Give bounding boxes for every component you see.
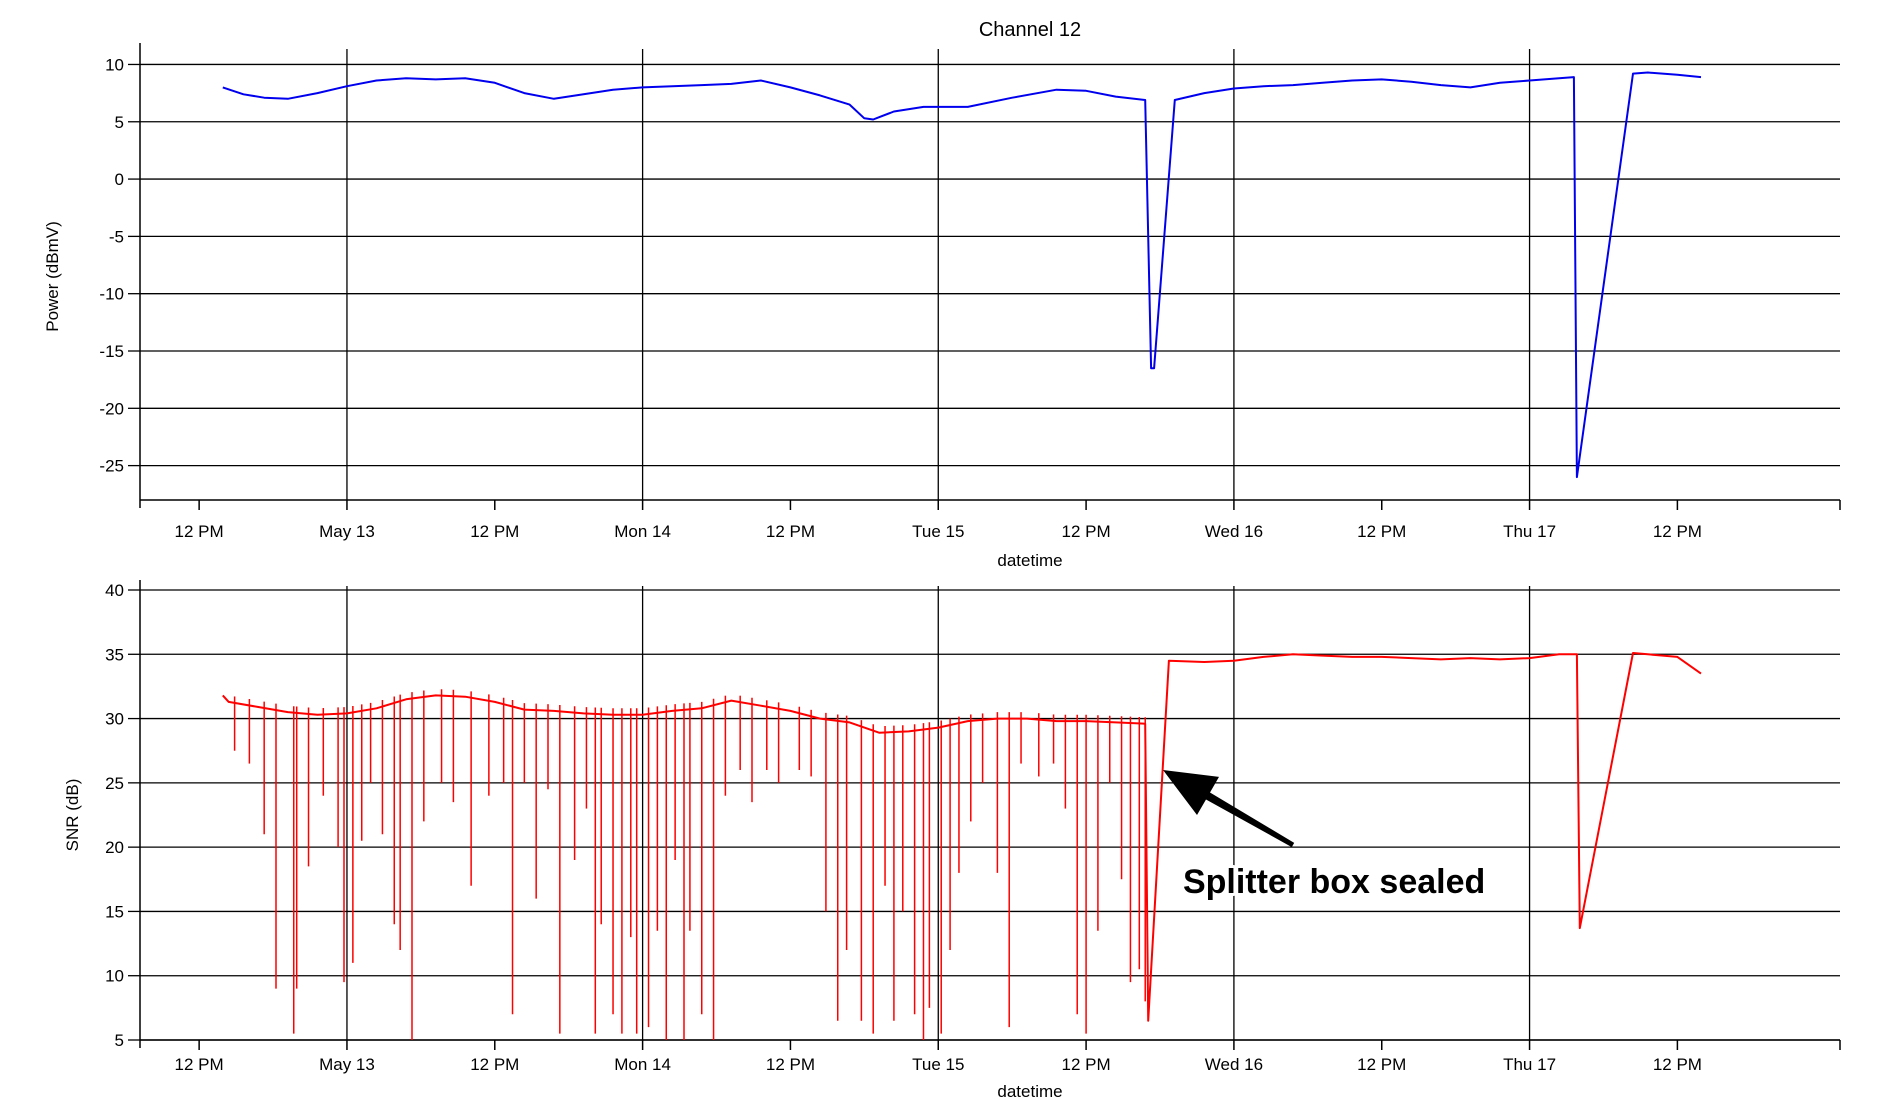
series-line xyxy=(222,71,1702,479)
x-tick-label: May 13 xyxy=(319,1055,375,1074)
x-tick-label: 12 PM xyxy=(1062,1055,1111,1074)
y-tick-label: 20 xyxy=(105,838,124,857)
x-tick-label: Wed 16 xyxy=(1205,1055,1263,1074)
x-tick-label: Tue 15 xyxy=(912,1055,964,1074)
x-tick-label: 12 PM xyxy=(175,522,224,541)
y-tick-label: 5 xyxy=(115,113,124,132)
y-tick-label: 35 xyxy=(105,645,124,664)
chart-title: Channel 12 xyxy=(979,19,1081,41)
annotation: Splitter box sealed xyxy=(1163,770,1488,904)
x-tick-label: 12 PM xyxy=(1357,522,1406,541)
x-axis-label: datetime xyxy=(997,551,1062,570)
x-tick-label: Mon 14 xyxy=(614,1055,671,1074)
x-axis-label: datetime xyxy=(997,1082,1062,1100)
y-tick-label: 0 xyxy=(115,170,124,189)
y-tick-label: 10 xyxy=(105,967,124,986)
series-line xyxy=(222,652,1702,1022)
x-tick-label: 12 PM xyxy=(766,522,815,541)
x-tick-label: Mon 14 xyxy=(614,522,671,541)
y-axis-label: Power (dBmV) xyxy=(43,221,62,332)
x-tick-label: Wed 16 xyxy=(1205,522,1263,541)
x-tick-label: 12 PM xyxy=(1653,522,1702,541)
snr-chart: 40 35 30 25 20 15 10 5 12 PM May 13 12 PM Mon 14 12 … xyxy=(63,580,1841,1100)
power-chart: Channel 12 10 5 0 -5 -10 -15 -20 -25 12 PM May 13 1… xyxy=(43,19,1841,570)
x-tick-label: 12 PM xyxy=(175,1055,224,1074)
x-tick-label: 12 PM xyxy=(470,1055,519,1074)
y-tick-label: 5 xyxy=(115,1031,124,1050)
x-tick-label: Tue 15 xyxy=(912,522,964,541)
x-tick-label: 12 PM xyxy=(1653,1055,1702,1074)
y-tick-label: 40 xyxy=(105,581,124,600)
x-tick-label: Thu 17 xyxy=(1503,1055,1556,1074)
y-axis-label: SNR (dB) xyxy=(63,779,82,852)
y-tick-label: 25 xyxy=(105,774,124,793)
y-tick-label: -10 xyxy=(99,285,124,304)
y-tick-label: 30 xyxy=(105,710,124,729)
x-tick-label: 12 PM xyxy=(766,1055,815,1074)
y-tick-label: 10 xyxy=(105,55,124,74)
y-tick-label: -25 xyxy=(99,457,124,476)
x-tick-label: May 13 xyxy=(319,522,375,541)
y-tick-label: -15 xyxy=(99,342,124,361)
x-tick-label: Thu 17 xyxy=(1503,522,1556,541)
y-tick-label: -5 xyxy=(109,227,124,246)
x-tick-label: 12 PM xyxy=(1062,522,1111,541)
y-tick-label: -20 xyxy=(99,399,124,418)
x-tick-label: 12 PM xyxy=(470,522,519,541)
annotation-arrow xyxy=(1163,770,1295,848)
y-tick-label: 15 xyxy=(105,902,124,921)
x-tick-label: 12 PM xyxy=(1357,1055,1406,1074)
annotation-text: Splitter box sealed xyxy=(1183,863,1485,901)
